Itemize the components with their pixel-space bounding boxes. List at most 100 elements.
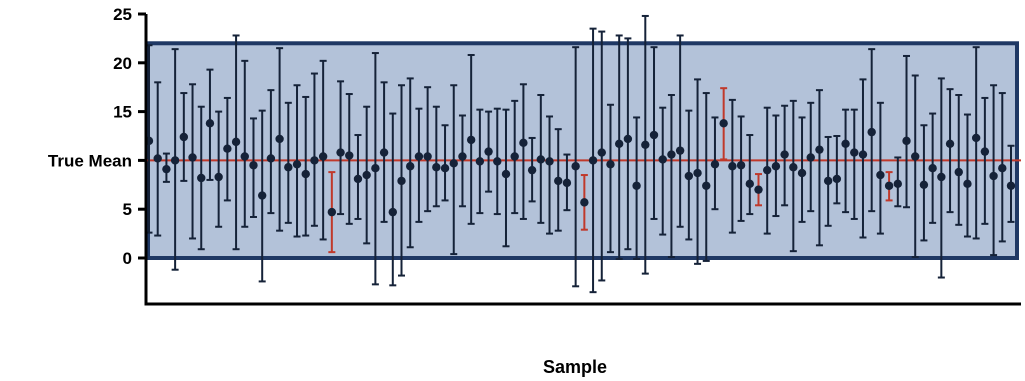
error-bar: [876, 101, 884, 235]
error-bar: [424, 86, 432, 213]
error-bar: [842, 108, 850, 214]
sample-mean-point: [597, 148, 606, 157]
error-bar: [702, 92, 710, 262]
sample-mean-point: [379, 148, 389, 157]
sample-mean-point: [179, 132, 189, 142]
sample-mean-point: [214, 172, 223, 182]
error-bar: [789, 99, 797, 253]
y-tick-label: 20: [113, 54, 132, 73]
sample-mean-point: [693, 168, 702, 178]
sample-mean-point: [728, 162, 737, 171]
sample-mean-point: [406, 162, 415, 171]
sample-mean-point: [432, 163, 441, 172]
sample-mean-point: [275, 134, 284, 144]
sample-mean-point: [240, 152, 249, 161]
sample-mean-point: [475, 157, 485, 166]
sample-mean-point: [353, 174, 363, 184]
sample-mean-point: [423, 152, 432, 161]
sample-mean-point: [345, 151, 354, 160]
sample-mean-point: [719, 119, 728, 128]
x-axis-title: Sample: [543, 357, 607, 377]
sample-mean-point: [789, 163, 798, 172]
sample-mean-point: [266, 154, 276, 163]
sample-mean-point: [223, 144, 232, 153]
error-bar: [337, 80, 345, 216]
error-bar: [981, 96, 989, 225]
sample-mean-point: [945, 139, 955, 149]
sample-mean-point: [493, 157, 502, 166]
sample-mean-point: [1006, 181, 1016, 190]
sample-mean-point: [815, 145, 824, 154]
sample-mean-point: [397, 176, 406, 186]
sample-mean-point: [257, 191, 267, 200]
sample-mean-point: [623, 134, 633, 144]
error-bar: [215, 110, 223, 228]
sample-mean-point: [501, 169, 511, 179]
sample-mean-point: [562, 178, 572, 188]
error-bar: [946, 88, 954, 214]
error-bar: [519, 83, 527, 220]
sample-mean-point: [301, 169, 310, 179]
sample-mean-point: [911, 152, 920, 161]
error-bar: [241, 59, 249, 228]
error-bar: [319, 59, 327, 241]
sample-mean-point: [667, 150, 676, 159]
error-bar: [302, 95, 310, 237]
sample-mean-point: [310, 156, 319, 165]
sample-mean-point: [484, 147, 493, 156]
sample-mean-point: [745, 179, 754, 189]
error-bar: [284, 101, 292, 224]
error-bar: [624, 37, 632, 251]
error-bar: [990, 84, 998, 257]
sample-mean-point: [989, 171, 998, 181]
sample-mean-point: [371, 164, 380, 173]
sample-mean-point: [327, 207, 337, 217]
sample-mean-point: [440, 164, 450, 173]
sample-mean-point: [780, 150, 789, 159]
error-bar: [606, 103, 614, 254]
y-tick-label: True Mean: [48, 151, 132, 170]
sample-mean-point: [841, 139, 850, 149]
error-bar: [450, 84, 458, 256]
sample-mean-point: [362, 170, 371, 180]
sample-mean-point: [170, 156, 180, 165]
error-bar: [676, 34, 684, 228]
sample-mean-point: [614, 139, 624, 149]
error-bar: [911, 74, 919, 259]
sample-mean-point: [510, 152, 519, 161]
error-bar: [267, 89, 275, 215]
sample-mean-point: [710, 160, 720, 169]
error-bar: [441, 124, 449, 202]
sample-mean-point: [188, 153, 197, 162]
error-bar: [850, 108, 858, 220]
sample-mean-point: [388, 207, 397, 217]
y-tick-label: 15: [113, 103, 132, 122]
sample-mean-point: [197, 173, 206, 183]
sample-mean-point: [571, 162, 580, 171]
error-bar: [815, 89, 823, 247]
sample-mean-point: [458, 152, 467, 161]
sample-mean-point: [632, 181, 641, 190]
sample-mean-point: [884, 181, 894, 190]
sample-mean-point: [850, 148, 859, 157]
y-tick-label: 25: [113, 5, 132, 24]
sample-mean-point: [858, 150, 868, 159]
sample-mean-point: [998, 164, 1007, 173]
sample-mean-point: [963, 179, 972, 189]
sample-mean-point: [162, 164, 171, 174]
error-bar: [546, 115, 554, 235]
error-bar: [963, 113, 971, 238]
sample-mean-point: [153, 154, 162, 163]
sample-mean-point: [527, 165, 537, 175]
sample-mean-point: [449, 159, 458, 168]
error-bar: [955, 94, 963, 226]
error-bar: [415, 107, 423, 223]
sample-mean-point: [754, 185, 763, 194]
sample-mean-point: [902, 136, 911, 146]
sample-means: [144, 119, 1016, 217]
sample-mean-point: [919, 180, 929, 189]
sample-mean-point: [867, 127, 876, 137]
sample-mean-point: [292, 160, 302, 169]
sample-mean-point: [971, 133, 981, 143]
